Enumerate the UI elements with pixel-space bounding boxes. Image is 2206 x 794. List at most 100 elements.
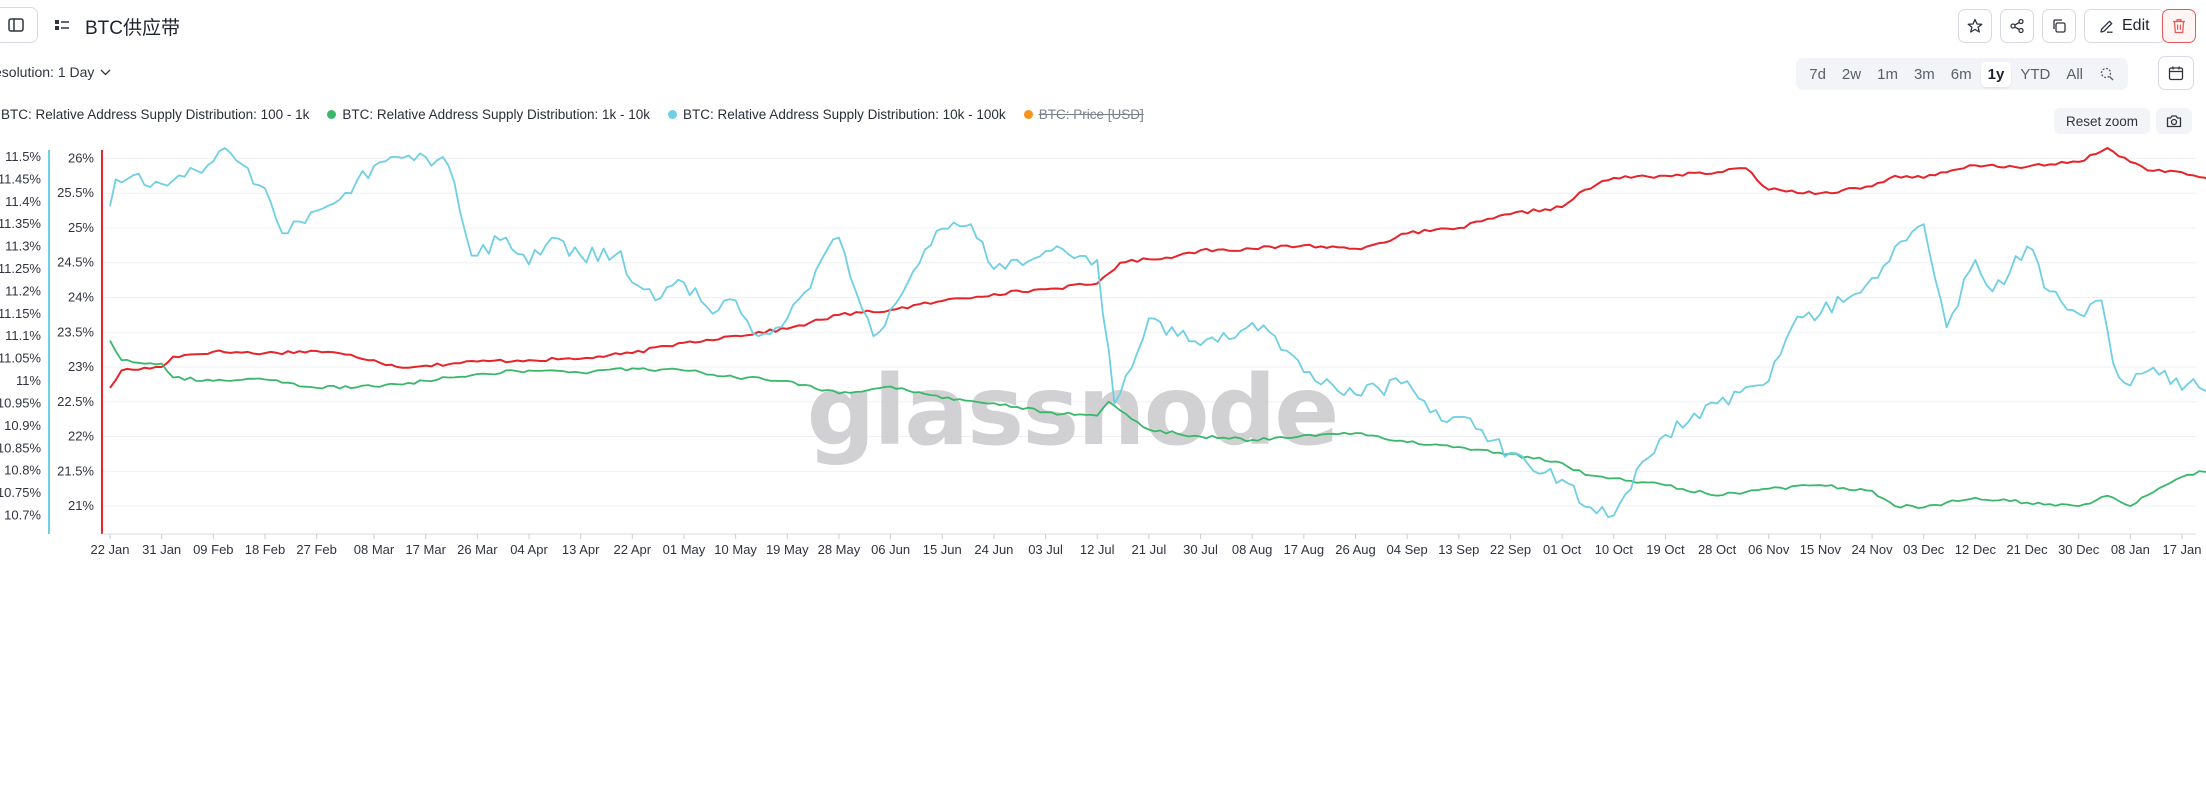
sidebar-toggle-icon: [8, 18, 24, 32]
x-tick-label: 09 Feb: [193, 542, 233, 557]
y-outer-tick-label: 11.2%: [5, 283, 41, 298]
y-outer-tick-label: 11.05%: [0, 351, 41, 366]
star-icon: [1967, 18, 1983, 33]
reset-zoom-button[interactable]: Reset zoom: [2054, 108, 2151, 134]
edit-button[interactable]: Edit: [2084, 9, 2165, 43]
range-option-3m[interactable]: 3m: [1913, 65, 1935, 83]
range-option-all[interactable]: All: [2066, 65, 2083, 83]
x-tick-label: 22 Apr: [614, 542, 652, 557]
x-tick-label: 22 Jan: [90, 542, 129, 557]
edit-button-label: Edit: [2122, 17, 2150, 34]
x-tick-label: 30 Jul: [1183, 542, 1218, 557]
x-tick-label: 19 Oct: [1646, 542, 1685, 557]
x-tick-label: 06 Nov: [1748, 542, 1790, 557]
resolution-select[interactable]: esolution: 1 Day: [0, 64, 111, 80]
y-outer-tick-label: 11.1%: [5, 328, 41, 343]
share-button[interactable]: [2000, 9, 2034, 43]
x-axis-ticks: 22 Jan 31 Jan 09 Feb 18 Feb 27 Feb 08 Mar 17 M…: [90, 534, 2202, 557]
range-option-7d[interactable]: 7d: [1809, 65, 1826, 83]
y-inner-tick-label: 26%: [68, 150, 94, 165]
x-tick-label: 10 Oct: [1595, 542, 1634, 557]
x-tick-label: 08 Aug: [1232, 542, 1273, 557]
x-tick-label: 08 Mar: [354, 542, 395, 557]
duplicate-button[interactable]: [2042, 9, 2076, 43]
range-option-6m[interactable]: 6m: [1950, 65, 1972, 83]
series-line-100-1k: [109, 147, 2206, 389]
favorite-button[interactable]: [1958, 9, 1992, 43]
legend-item-price[interactable]: BTC: Price [USD]: [1023, 107, 1144, 122]
chart-legend: BTC: Relative Address Supply Distributio…: [0, 104, 1144, 124]
y-inner-tick-label: 24.5%: [57, 255, 94, 270]
camera-icon: [2166, 115, 2182, 128]
y-outer-tick-label: 11.5%: [5, 149, 41, 164]
chart-series: [109, 147, 2206, 518]
trash-icon: [2173, 19, 2185, 34]
x-tick-label: 26 Aug: [1335, 542, 1376, 557]
date-picker-button[interactable]: [2158, 56, 2194, 90]
y-outer-tick-label: 10.7%: [4, 508, 41, 523]
x-tick-label: 22 Sep: [1490, 542, 1531, 557]
x-tick-label: 04 Apr: [510, 542, 548, 557]
zoom-select-icon[interactable]: [2092, 61, 2122, 87]
y-outer-tick-label: 11%: [16, 373, 41, 388]
x-tick-label: 24 Jun: [974, 542, 1013, 557]
y-inner-tick-label: 25.5%: [57, 185, 94, 200]
legend-label-10k-100k: BTC: Relative Address Supply Distributio…: [683, 106, 1006, 122]
resolution-label: esolution: 1 Day: [0, 64, 95, 80]
duplicate-icon: [2053, 19, 2066, 33]
range-option-ytd[interactable]: YTD: [2020, 65, 2051, 83]
chart-area[interactable]: glassnode 26% 25.5% 25% 24.5% 24% 23.5% 23% 22.…: [0, 140, 2206, 794]
dashboard-grid-icon[interactable]: [52, 15, 72, 35]
y-outer-tick-label: 11.45%: [0, 171, 41, 186]
chart-axes: 26% 25.5% 25% 24.5% 24% 23.5% 23% 22.5% 22% 21.5%…: [0, 149, 2196, 535]
legend-dot-10k-100k: [668, 109, 678, 119]
x-tick-label: 01 Oct: [1543, 542, 1582, 557]
x-tick-label: 13 Sep: [1438, 542, 1479, 557]
time-range-selector: 7d 2w 1m 3m 6m 1y YTD All: [1796, 58, 2128, 90]
y-inner-tick-label: 21%: [68, 498, 94, 513]
x-tick-label: 28 May: [818, 542, 861, 557]
y-outer-tick-label: 11.4%: [5, 194, 41, 209]
range-option-2w[interactable]: 2w: [1841, 65, 1862, 83]
x-tick-label: 21 Jul: [1132, 542, 1167, 557]
series-line-1k-10k: [109, 340, 2206, 509]
x-tick-label: 30 Dec: [2058, 542, 2100, 557]
legend-item-1k-10k[interactable]: BTC: Relative Address Supply Distributio…: [327, 107, 650, 122]
y-outer-tick-label: 10.8%: [4, 463, 41, 478]
y-inner-tick-label: 22%: [68, 429, 94, 444]
x-tick-label: 15 Nov: [1800, 542, 1842, 557]
x-tick-label: 03 Jul: [1028, 542, 1063, 557]
legend-dot-price: [1023, 109, 1033, 119]
x-tick-label: 08 Jan: [2111, 542, 2150, 557]
share-icon: [2010, 18, 2024, 34]
x-tick-label: 19 May: [766, 542, 809, 557]
top-bar: BTC供应带 Edit: [0, 0, 2206, 50]
export-image-button[interactable]: [2156, 108, 2192, 134]
calendar-icon: [2168, 66, 2184, 81]
y-inner-tick-label: 21.5%: [57, 463, 94, 478]
x-tick-label: 01 May: [663, 542, 706, 557]
legend-item-100-1k[interactable]: BTC: Relative Address Supply Distributio…: [0, 107, 309, 122]
x-tick-label: 04 Sep: [1387, 542, 1428, 557]
chart-grid: [102, 157, 2196, 507]
x-tick-label: 18 Feb: [245, 542, 285, 557]
x-tick-label: 06 Jun: [871, 542, 910, 557]
delete-button[interactable]: [2162, 9, 2196, 43]
y-inner-tick-label: 23.5%: [57, 324, 94, 339]
page-title: BTC供应带: [85, 18, 181, 39]
x-tick-label: 03 Dec: [1903, 542, 1945, 557]
range-option-1m[interactable]: 1m: [1877, 65, 1898, 83]
pencil-icon: [2100, 20, 2113, 33]
y-outer-tick-label: 10.75%: [0, 485, 41, 500]
x-tick-label: 27 Feb: [296, 542, 336, 557]
y-outer-tick-label: 10.9%: [4, 418, 41, 433]
y-outer-tick-label: 11.35%: [0, 216, 41, 231]
y-inner-tick-label: 23%: [68, 359, 94, 374]
sidebar-toggle-button[interactable]: [0, 7, 38, 43]
watermark: glassnode: [807, 355, 1338, 467]
x-tick-label: 17 Jan: [2162, 542, 2201, 557]
x-tick-label: 31 Jan: [142, 542, 181, 557]
legend-item-10k-100k[interactable]: BTC: Relative Address Supply Distributio…: [668, 107, 1006, 122]
x-tick-label: 15 Jun: [923, 542, 962, 557]
range-option-1y[interactable]: 1y: [1980, 61, 2012, 87]
